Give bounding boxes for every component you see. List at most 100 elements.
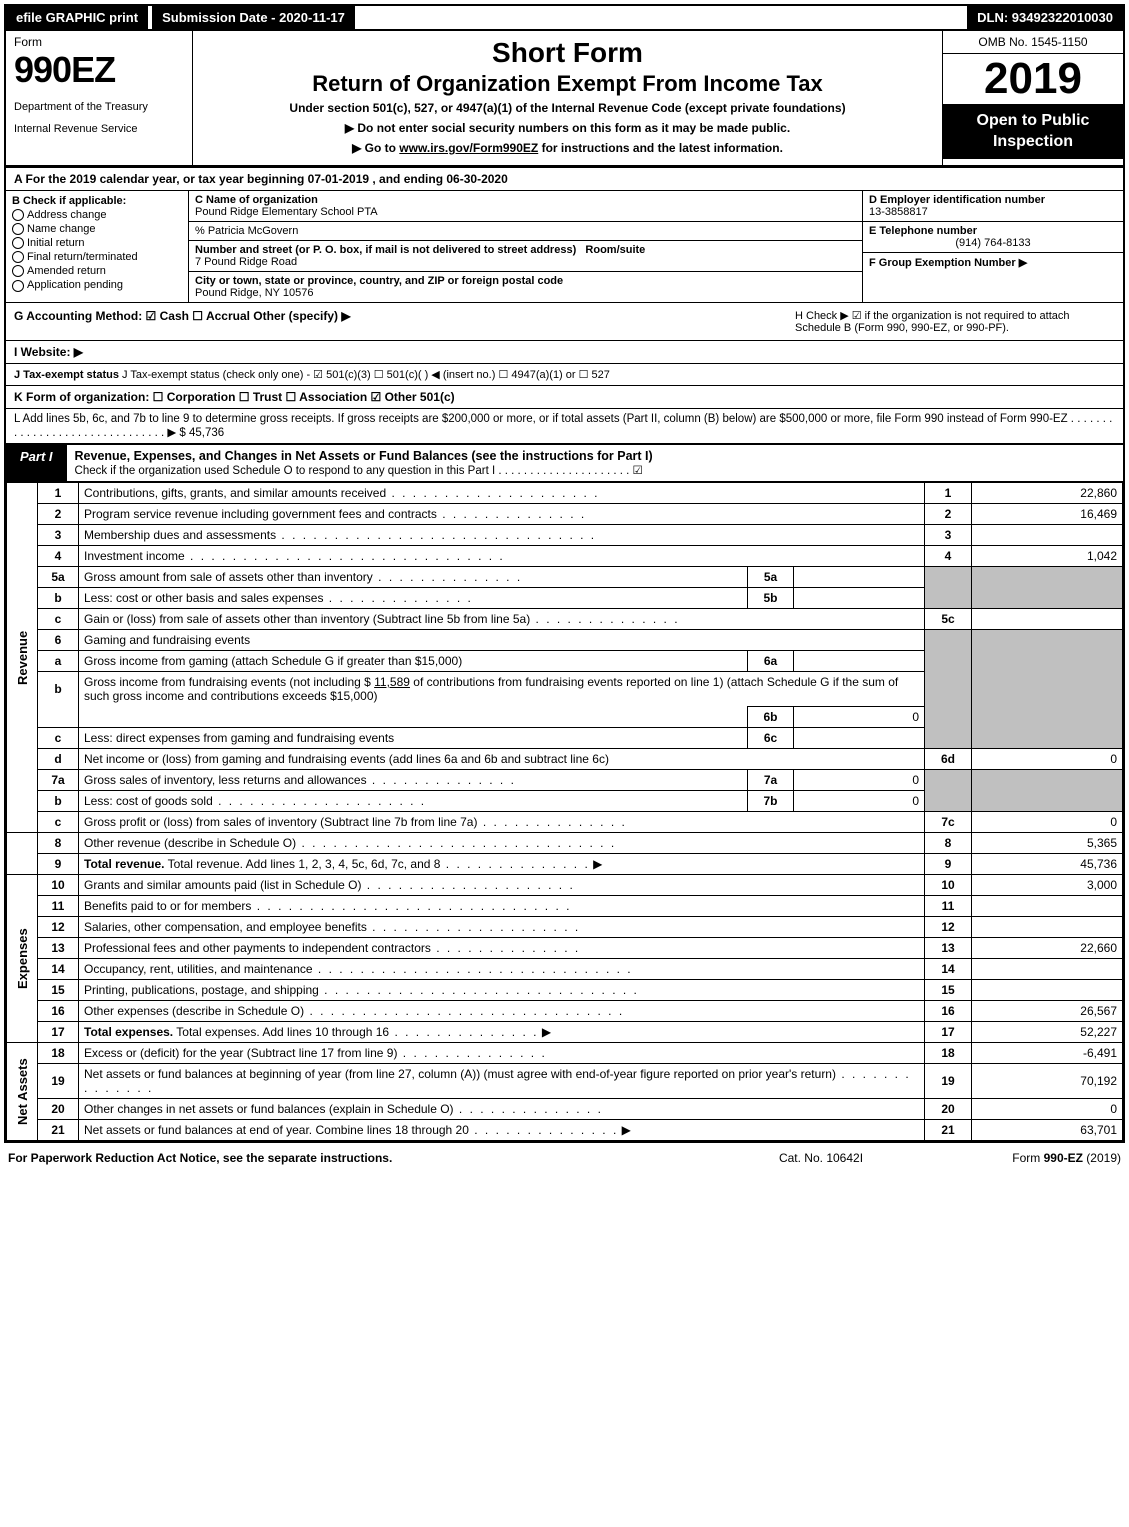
line-1-num: 1 [925, 483, 972, 504]
line-1-desc: Contributions, gifts, grants, and simila… [79, 483, 925, 504]
line-6d-desc: Net income or (loss) from gaming and fun… [79, 749, 925, 770]
check-final-return[interactable]: Final return/terminated [12, 251, 182, 263]
h-schedule-b: H Check ▶ ☑ if the organization is not r… [795, 309, 1115, 334]
line-14-desc: Occupancy, rent, utilities, and maintena… [79, 959, 925, 980]
line-8-no: 8 [38, 833, 79, 854]
tax-exempt-status-row: J Tax-exempt status J Tax-exempt status … [6, 364, 1123, 386]
check-application-pending[interactable]: Application pending [12, 279, 182, 291]
header-right: OMB No. 1545-1150 2019 Open to Public In… [942, 31, 1123, 165]
line-6b-amount: 11,589 [374, 675, 410, 689]
goto-post: for instructions and the latest informat… [538, 141, 783, 155]
label-name-change: Name change [27, 223, 96, 235]
street-row: Number and street (or P. O. box, if mail… [189, 241, 862, 272]
line-4-no: 4 [38, 546, 79, 567]
line-6a-no: a [38, 651, 79, 672]
line-14-num: 14 [925, 959, 972, 980]
line-7b-desc: Less: cost of goods sold [79, 791, 748, 812]
line-6d-num: 6d [925, 749, 972, 770]
line-12-num: 12 [925, 917, 972, 938]
irs-link[interactable]: www.irs.gov/Form990EZ [399, 141, 538, 155]
line-16-num: 16 [925, 1001, 972, 1022]
col-c-org-address: C Name of organization Pound Ridge Eleme… [189, 191, 863, 302]
phone-value: (914) 764-8133 [869, 237, 1117, 249]
check-name-change[interactable]: Name change [12, 223, 182, 235]
line-14-no: 14 [38, 959, 79, 980]
top-bar: efile GRAPHIC print Submission Date - 20… [6, 6, 1123, 31]
form-of-organization-row: K Form of organization: ☐ Corporation ☐ … [6, 386, 1123, 409]
line-21-num: 21 [925, 1120, 972, 1141]
grey-5 [925, 567, 972, 609]
line-6c-desc: Less: direct expenses from gaming and fu… [79, 728, 748, 749]
line-3-desc: Membership dues and assessments [79, 525, 925, 546]
org-info-block: B Check if applicable: Address change Na… [6, 191, 1123, 303]
revenue-side-label: Revenue [7, 483, 38, 833]
line-7a-sub: 7a [748, 770, 794, 791]
line-13-desc: Professional fees and other payments to … [79, 938, 925, 959]
revenue-side-cont [7, 833, 38, 875]
row-k-text: K Form of organization: ☐ Corporation ☐ … [14, 390, 455, 404]
line-10-val: 3,000 [972, 875, 1123, 896]
label-address-change: Address change [27, 209, 107, 221]
line-5a-sub: 5a [748, 567, 794, 588]
part-1-header: Part I Revenue, Expenses, and Changes in… [6, 445, 1123, 482]
line-20-val: 0 [972, 1099, 1123, 1120]
line-7c-no: c [38, 812, 79, 833]
efile-print-button[interactable]: efile GRAPHIC print [6, 6, 148, 29]
line-9-no: 9 [38, 854, 79, 875]
dept-treasury: Department of the Treasury [14, 101, 184, 113]
line-14-val [972, 959, 1123, 980]
line-8-val: 5,365 [972, 833, 1123, 854]
line-5c-num: 5c [925, 609, 972, 630]
line-7b-sub: 7b [748, 791, 794, 812]
line-20-no: 20 [38, 1099, 79, 1120]
accounting-method: G Accounting Method: ☑ Cash ☐ Accrual Ot… [14, 309, 795, 334]
street-label: Number and street (or P. O. box, if mail… [195, 244, 576, 256]
website-row: I Website: ▶ [6, 341, 1123, 364]
line-10-no: 10 [38, 875, 79, 896]
line-2-num: 2 [925, 504, 972, 525]
line-19-no: 19 [38, 1064, 79, 1099]
financial-table: Revenue 1 Contributions, gifts, grants, … [6, 482, 1123, 1141]
line-6c-no: c [38, 728, 79, 749]
line-6b-no: b [38, 672, 79, 707]
line-6c-subval [794, 728, 925, 749]
check-amended-return[interactable]: Amended return [12, 265, 182, 277]
line-6d-no: d [38, 749, 79, 770]
grey-7-val [972, 770, 1123, 812]
phone-row: E Telephone number (914) 764-8133 [863, 222, 1123, 253]
line-7a-desc: Gross sales of inventory, less returns a… [79, 770, 748, 791]
room-label: Room/suite [585, 244, 645, 256]
goto-line: ▶ Go to www.irs.gov/Form990EZ for instru… [201, 141, 934, 155]
line-21-no: 21 [38, 1120, 79, 1141]
line-a-tax-year: A For the 2019 calendar year, or tax yea… [6, 168, 1123, 191]
part-1-label: Part I [6, 445, 67, 481]
line-5b-desc: Less: cost or other basis and sales expe… [79, 588, 748, 609]
line-13-no: 13 [38, 938, 79, 959]
under-section-text: Under section 501(c), 527, or 4947(a)(1)… [201, 101, 934, 115]
line-12-val [972, 917, 1123, 938]
line-5b-sub: 5b [748, 588, 794, 609]
line-19-val: 70,192 [972, 1064, 1123, 1099]
line-6d-val: 0 [972, 749, 1123, 770]
line-6-desc: Gaming and fundraising events [79, 630, 925, 651]
line-6a-subval [794, 651, 925, 672]
line-15-desc: Printing, publications, postage, and shi… [79, 980, 925, 1001]
line-5c-val [972, 609, 1123, 630]
line-19-num: 19 [925, 1064, 972, 1099]
line-11-no: 11 [38, 896, 79, 917]
line-2-desc: Program service revenue including govern… [79, 504, 925, 525]
spacer [355, 6, 967, 29]
grey-7 [925, 770, 972, 812]
label-final-return: Final return/terminated [27, 251, 138, 263]
line-6b-no-blank [38, 707, 79, 728]
check-address-change[interactable]: Address change [12, 209, 182, 221]
line-4-val: 1,042 [972, 546, 1123, 567]
line-6b-cont [79, 707, 748, 728]
row-l-gross-receipts: L Add lines 5b, 6c, and 7b to line 9 to … [6, 409, 1123, 445]
line-6a-sub: 6a [748, 651, 794, 672]
city-row: City or town, state or province, country… [189, 272, 862, 302]
tax-year: 2019 [943, 54, 1123, 105]
line-6b-subval: 0 [794, 707, 925, 728]
check-initial-return[interactable]: Initial return [12, 237, 182, 249]
line-9-desc: Total revenue. Total revenue. Add lines … [79, 854, 925, 875]
